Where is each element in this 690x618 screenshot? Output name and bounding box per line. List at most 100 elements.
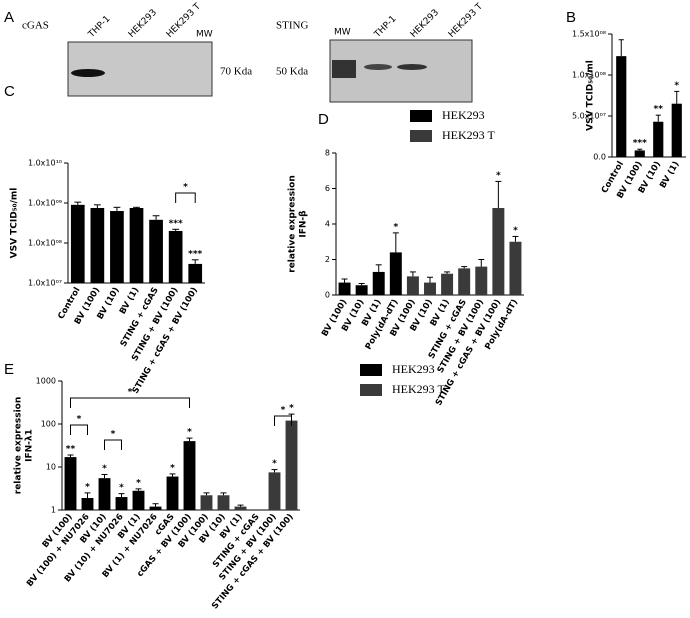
significance-label: * xyxy=(289,404,294,414)
bar xyxy=(268,472,281,510)
y-tick-label: 1.0x10⁰⁸ xyxy=(28,239,62,248)
panel-label: D xyxy=(318,111,329,128)
bar xyxy=(634,150,645,157)
bar xyxy=(90,207,105,283)
y-tick-label: 6 xyxy=(325,184,330,193)
bar xyxy=(372,271,385,295)
significance-label: *** xyxy=(169,219,183,229)
bar xyxy=(110,211,124,283)
bar xyxy=(129,207,144,283)
y-tick-label: 1000 xyxy=(36,377,56,386)
y-tick-label: 1 xyxy=(51,506,56,515)
significance-label: * xyxy=(674,81,679,91)
y-tick-label: 8 xyxy=(325,149,330,158)
legend-swatch xyxy=(360,364,382,376)
bracket-label: * xyxy=(111,430,116,440)
bar xyxy=(424,282,436,295)
y-tick-label: 2 xyxy=(325,255,330,264)
blot-band xyxy=(397,64,427,70)
bar xyxy=(355,285,368,295)
significance-label: * xyxy=(496,171,501,181)
bracket xyxy=(274,415,292,426)
bar xyxy=(149,219,163,283)
bar xyxy=(458,268,471,295)
legend-label: HEK293 xyxy=(392,362,435,376)
bar xyxy=(234,506,247,510)
y-axis-label: VSV TCID₅₀/ml xyxy=(586,60,596,131)
lane-label: MW xyxy=(196,30,213,40)
bar xyxy=(285,420,298,510)
bar xyxy=(64,457,77,510)
y-tick-label: 1.0x10⁰⁷ xyxy=(28,279,62,288)
bar xyxy=(509,241,522,295)
panel-label: A xyxy=(4,9,14,26)
bar xyxy=(81,498,94,510)
bracket-label: * xyxy=(77,415,82,425)
lane-label: THP-1 xyxy=(86,14,112,40)
bar xyxy=(653,121,664,157)
blot-protein: cGAS xyxy=(22,20,49,32)
significance-label: * xyxy=(513,226,518,236)
significance-label: * xyxy=(136,478,141,488)
bar xyxy=(183,441,196,510)
lane-label: HEK293 T xyxy=(447,1,485,39)
lane-label: THP-1 xyxy=(372,14,398,40)
significance-label: * xyxy=(119,483,124,493)
blot-band xyxy=(71,69,105,77)
blot-image xyxy=(67,41,213,97)
bar xyxy=(389,252,402,295)
legend-swatch xyxy=(360,384,382,396)
significance-label: * xyxy=(102,464,107,474)
y-tick-label: 1.0x10⁰⁹ xyxy=(28,199,62,208)
y-tick-label: 1.5x10⁰⁸ xyxy=(572,30,606,39)
bracket-label: * xyxy=(183,183,188,193)
y-tick-label: 1.0x10⁰⁸ xyxy=(572,71,606,80)
bar xyxy=(149,506,162,510)
bar xyxy=(217,495,230,510)
bar xyxy=(188,263,203,283)
bar xyxy=(671,103,682,157)
y-tick-label: 100 xyxy=(41,420,56,429)
bar xyxy=(132,490,145,510)
bar xyxy=(166,476,179,510)
significance-label: * xyxy=(85,482,90,492)
bar xyxy=(115,497,128,510)
significance-label: *** xyxy=(633,139,647,149)
panel-label: C xyxy=(4,83,15,100)
y-tick-label: 4 xyxy=(325,220,330,229)
lane-label: HEK293 xyxy=(127,8,159,40)
significance-label: * xyxy=(272,459,277,469)
bar xyxy=(338,282,351,295)
marker-label: 70 Kda xyxy=(220,66,252,78)
bracket-label: * xyxy=(281,406,286,416)
y-tick-label: 5.0x10⁰⁷ xyxy=(572,112,606,121)
significance-label: * xyxy=(393,222,398,232)
y-axis-label: relative expression xyxy=(288,175,298,272)
bar xyxy=(98,478,111,510)
y-axis-label: relative expression xyxy=(14,397,24,494)
lane-label: HEK293 xyxy=(409,8,441,40)
bracket xyxy=(175,192,196,203)
significance-label: * xyxy=(170,463,175,473)
y-tick-label: 1.0x10¹⁰ xyxy=(28,159,62,168)
blot-band xyxy=(332,60,356,78)
bracket xyxy=(104,439,122,450)
lane-label: MW xyxy=(334,28,351,38)
significance-label: *** xyxy=(188,249,202,259)
legend-swatch xyxy=(410,110,432,122)
bar xyxy=(406,276,419,295)
bar xyxy=(168,230,183,283)
y-axis-label: VSV TCID₅₀/ml xyxy=(10,188,20,259)
bar xyxy=(492,208,505,295)
bracket xyxy=(70,397,190,408)
y-axis-label: IFN-β xyxy=(299,210,309,238)
panel-label: B xyxy=(566,9,576,26)
y-tick-label: 0.0 xyxy=(593,153,606,162)
significance-label: ** xyxy=(654,105,664,115)
bracket xyxy=(70,424,88,435)
legend-label: HEK293 T xyxy=(442,128,495,142)
bar xyxy=(616,56,627,157)
y-tick-label: 10 xyxy=(46,463,56,472)
legend-label: HEK293 xyxy=(442,108,485,122)
